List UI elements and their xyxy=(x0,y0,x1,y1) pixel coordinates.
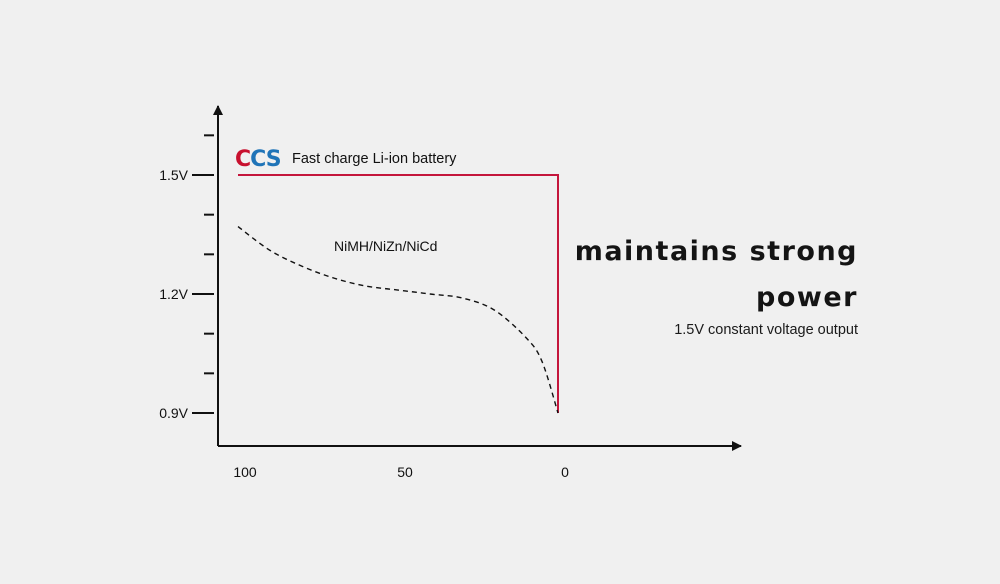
headline-line-2: power xyxy=(756,282,858,313)
x-tick-label: 50 xyxy=(397,464,413,480)
y-axis-ticks: 1.5V 1.2V 0.9V xyxy=(159,134,214,421)
logo-letter: C xyxy=(250,147,266,172)
chart-axes xyxy=(213,105,742,451)
x-axis-ticks: 100 50 0 xyxy=(233,464,569,480)
legend-li-ion-label: Fast charge Li-ion battery xyxy=(292,151,457,167)
headline-subline: 1.5V constant voltage output xyxy=(674,322,858,338)
logo-letter: C xyxy=(235,147,250,172)
x-tick-label: 100 xyxy=(233,464,257,480)
legend-nimh-label: NiMH/NiZn/NiCd xyxy=(334,238,437,254)
chart-series xyxy=(237,174,559,414)
chart-legend: CCS Fast charge Li-ion battery NiMH/NiZn/N… xyxy=(235,147,457,254)
y-tick-label: 1.5V xyxy=(159,167,188,183)
ccs-logo: CCS xyxy=(235,147,281,172)
x-tick-label: 0 xyxy=(561,464,569,480)
y-tick-label: 1.2V xyxy=(159,286,188,302)
headline-line-1: maintains strong xyxy=(574,236,858,267)
logo-letter: S xyxy=(266,147,281,172)
series-nimh-dashed-line xyxy=(237,226,559,414)
y-tick-label: 0.9V xyxy=(159,405,188,421)
series-li-ion-line xyxy=(238,174,559,413)
